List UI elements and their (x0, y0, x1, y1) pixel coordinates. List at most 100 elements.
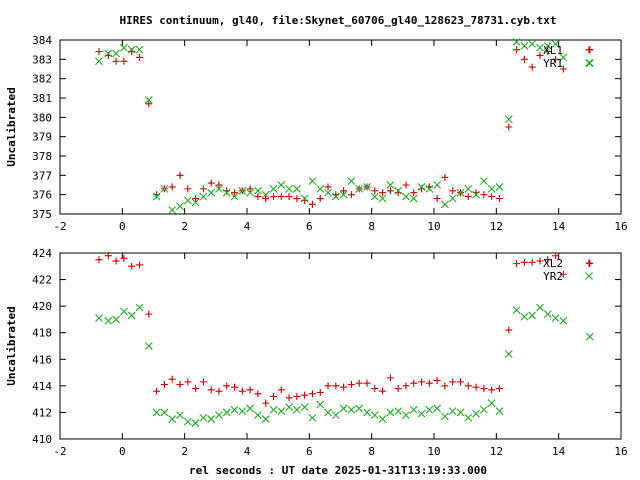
data-point-yr1 (479, 177, 488, 186)
data-point-xl2 (135, 261, 143, 269)
data-point-xl1 (135, 53, 143, 61)
data-point-xl2 (441, 382, 449, 390)
data-point-yr1 (363, 183, 371, 191)
data-point-xl2 (363, 379, 371, 387)
data-point-yr1 (316, 184, 325, 193)
data-point-yr1 (551, 39, 560, 48)
x-tick-label: 12 (490, 445, 503, 458)
data-point-yr1 (261, 190, 270, 199)
data-point-xl2 (386, 374, 394, 382)
data-point-yr2 (543, 310, 552, 319)
data-point-yr2 (261, 415, 270, 423)
y-tick-label: 424 (32, 247, 52, 260)
x-tick-label: 8 (368, 445, 375, 458)
data-point-xl2 (293, 392, 301, 400)
y-tick-label: 377 (32, 169, 52, 182)
y-axis-label: Uncalibrated (5, 87, 18, 166)
data-point-yr2 (168, 415, 177, 423)
data-point-yr1 (409, 194, 418, 203)
y-tick-label: 382 (32, 73, 52, 86)
data-point-xl2 (394, 385, 402, 393)
data-point-xl1 (495, 195, 503, 203)
x-tick-label: 0 (119, 445, 126, 458)
data-point-xl2 (418, 378, 426, 386)
data-point-xl1 (262, 195, 270, 203)
data-point-xl2 (513, 260, 521, 268)
x-tick-label: 4 (244, 445, 251, 458)
data-point-yr1 (300, 194, 309, 203)
data-point-xl1 (520, 55, 528, 63)
data-point-xl1 (449, 187, 457, 195)
data-point-yr2 (363, 408, 371, 417)
data-point-yr1 (324, 188, 332, 197)
data-point-yr2 (386, 408, 395, 417)
data-point-xl1 (293, 195, 301, 203)
data-point-xl2 (586, 260, 594, 268)
data-point-yr1 (127, 45, 136, 54)
data-point-xl2 (371, 385, 379, 393)
data-point-xl2 (254, 390, 262, 398)
data-point-yr1 (215, 184, 223, 193)
data-point-xl2 (176, 381, 184, 389)
data-point-xl2 (433, 377, 441, 385)
data-point-yr1 (559, 53, 568, 62)
data-point-xl2 (402, 382, 410, 390)
data-point-xl2 (410, 379, 418, 387)
data-point-xl2 (520, 258, 528, 266)
data-point-yr1 (222, 188, 231, 197)
data-point-xl1 (207, 179, 215, 187)
data-point-xl1 (402, 181, 410, 189)
data-point-xl2 (488, 386, 496, 394)
data-point-yr2 (324, 408, 332, 417)
data-point-yr1 (112, 49, 120, 58)
data-point-yr1 (370, 192, 379, 201)
data-point-yr1 (433, 181, 442, 189)
data-point-xl2 (425, 379, 433, 387)
data-point-yr1 (160, 184, 169, 193)
data-point-yr2 (464, 413, 473, 422)
data-point-xl2 (340, 383, 348, 391)
data-point-yr2 (191, 419, 200, 427)
data-point-xl1 (316, 195, 324, 203)
data-point-xl1 (269, 193, 277, 201)
y-tick-label: 410 (32, 433, 52, 446)
x-tick-label: 6 (306, 220, 313, 233)
data-point-xl2 (559, 270, 567, 278)
bottom-panel: -2 0 2 4 6 8 10 12 14 16 410 412 414 416 418 420 422 424 U… (5, 247, 628, 458)
data-point-xl1 (168, 183, 176, 191)
data-point-xl2 (449, 378, 457, 386)
legend-marker (585, 59, 593, 67)
data-point-yr1 (347, 177, 356, 186)
data-point-yr2 (551, 314, 560, 322)
data-point-yr2 (104, 316, 113, 325)
y-tick-label: 381 (32, 92, 52, 105)
y-tick-label: 379 (32, 131, 52, 144)
data-point-yr1 (339, 190, 348, 199)
data-point-yr2 (292, 405, 301, 414)
data-point-yr2 (456, 408, 465, 417)
data-point-xl1 (112, 57, 120, 65)
data-point-xl1 (184, 185, 192, 193)
data-point-xl2 (544, 256, 552, 264)
data-point-yr2 (215, 411, 223, 419)
data-point-yr1 (355, 184, 364, 193)
data-point-yr1 (417, 183, 426, 191)
x-tick-label: 4 (244, 220, 251, 233)
data-point-xl2 (145, 310, 153, 318)
plot-frame (59, 252, 622, 440)
y-tick-label: 376 (32, 189, 52, 202)
data-point-yr2 (135, 303, 144, 312)
data-point-xl1 (386, 187, 394, 195)
data-point-yr2 (355, 404, 364, 413)
data-point-yr1 (176, 202, 184, 211)
data-point-xl2 (456, 378, 464, 386)
data-point-xl1 (340, 187, 348, 195)
y-tick-label: 380 (32, 111, 52, 124)
data-point-xl1 (433, 195, 441, 203)
data-point-yr1 (292, 184, 301, 193)
legend-marker (585, 46, 593, 54)
data-point-xl2 (160, 381, 168, 389)
data-point-xl1 (464, 193, 472, 201)
data-point-xl2 (472, 383, 480, 391)
data-point-xl1 (254, 193, 262, 201)
